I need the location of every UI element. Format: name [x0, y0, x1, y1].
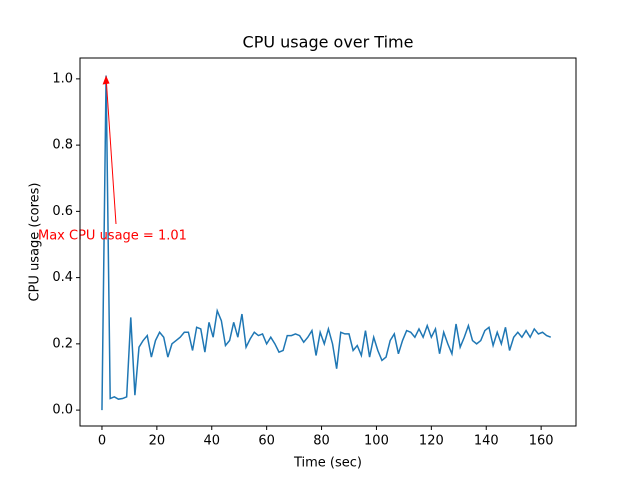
x-tick-label: 140	[474, 434, 499, 449]
y-axis-label: CPU usage (cores)	[28, 183, 43, 302]
x-axis-label: Time (sec)	[293, 456, 362, 471]
x-tick-label: 100	[364, 434, 389, 449]
chart-title: CPU usage over Time	[243, 33, 414, 52]
x-tick-label: 160	[529, 434, 554, 449]
annotation-arrowhead	[102, 75, 110, 85]
y-tick-label: 0.4	[52, 270, 73, 285]
annotation: Max CPU usage = 1.01	[38, 229, 187, 244]
data-line	[101, 75, 552, 411]
x-tick-label: 20	[149, 434, 166, 449]
plot-frame	[79, 57, 577, 427]
y-tick-label: 1.0	[52, 71, 73, 86]
x-tick-label: 0	[98, 434, 106, 449]
annotation-arrow	[105, 77, 117, 225]
x-tick-label: 80	[313, 434, 330, 449]
y-tick-label: 0.0	[52, 403, 73, 418]
y-tick-label: 0.6	[52, 204, 73, 219]
x-tick-label: 40	[203, 434, 220, 449]
x-tick-label: 120	[419, 434, 444, 449]
x-tick-label: 60	[258, 434, 275, 449]
y-tick-label: 0.8	[52, 138, 73, 153]
y-tick-label: 0.2	[52, 336, 73, 351]
